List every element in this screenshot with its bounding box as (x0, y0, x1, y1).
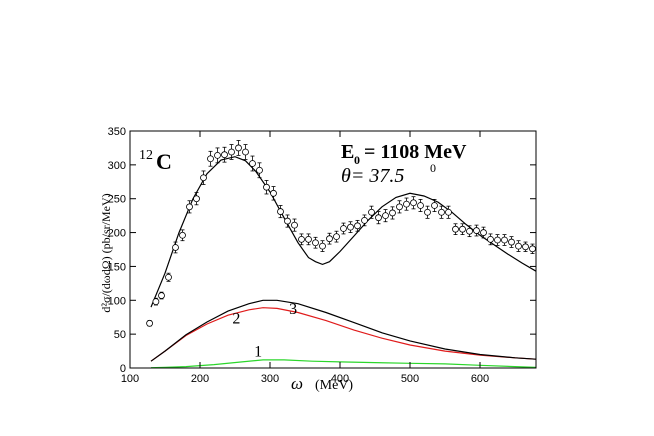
x-axis-title: ω (MeV) (291, 374, 353, 393)
series-line-3 (150, 299, 537, 362)
data-point (375, 211, 382, 225)
data-point (235, 140, 242, 156)
x-tick-label-500: 500 (401, 373, 419, 385)
data-point (529, 243, 536, 254)
data-point (277, 205, 284, 219)
data-point (368, 205, 375, 219)
data-point (501, 234, 508, 246)
data-point (152, 297, 160, 306)
data-point (179, 229, 186, 242)
y-tick-label-50: 50 (114, 329, 126, 341)
energy-subscript: 0 (354, 153, 360, 167)
data-point (382, 209, 389, 223)
data-point (270, 186, 277, 201)
y-tick-label-150: 150 (108, 261, 126, 273)
data-point (466, 225, 473, 238)
series-label-3: 3 (289, 301, 297, 318)
energy-value: = 1108 MeV (364, 141, 467, 163)
data-point (172, 241, 179, 254)
data-point (473, 224, 480, 237)
data-point (361, 214, 368, 227)
plot-frame (129, 130, 537, 369)
data-point (508, 236, 515, 248)
data-point (396, 200, 403, 214)
series-label-1: 1 (254, 343, 262, 360)
data-point (424, 205, 431, 219)
data-point (305, 233, 312, 246)
data-point (438, 205, 445, 219)
data-point (354, 219, 361, 232)
data-point (403, 197, 410, 211)
data-point (515, 240, 522, 252)
data-point (165, 272, 172, 282)
series-line-total (150, 156, 537, 308)
data-point (249, 155, 256, 172)
plot-area (146, 140, 537, 369)
data-point (221, 146, 228, 163)
series-line-2 (150, 307, 537, 362)
y-tick-label-100: 100 (108, 295, 126, 307)
x-tick-label-400: 400 (331, 373, 349, 385)
y-tick-label-200: 200 (108, 228, 126, 240)
angle-value: θ= 37.5 (341, 165, 404, 187)
data-point (319, 240, 326, 252)
data-point (214, 147, 221, 164)
y-axis-label: d²σ/(dωdΩ) (pb/sr/MeV) (99, 193, 113, 312)
data-point (459, 223, 466, 236)
data-point (242, 144, 249, 160)
data-point (480, 226, 487, 239)
data-point (291, 218, 298, 232)
data-point (207, 150, 214, 167)
series-line-1 (150, 359, 537, 369)
nucleus-mass: 12 (139, 148, 153, 163)
data-point (347, 221, 354, 233)
x-axis-unit: (MeV) (315, 378, 353, 393)
angle-superscript: 0 (430, 161, 436, 175)
data-point (494, 234, 501, 246)
energy-symbol: E (341, 141, 354, 163)
series-labels: 12 3 (232, 301, 297, 361)
angle-label: θ= 37.5 0 (341, 161, 436, 187)
data-point (298, 233, 305, 246)
data-point (522, 241, 529, 252)
data-point (333, 230, 340, 243)
data-point (312, 236, 319, 249)
data-point (431, 198, 438, 212)
x-tick-label-100: 100 (121, 373, 139, 385)
y-tick-label-300: 300 (108, 160, 126, 172)
y-tick-label-350: 350 (108, 126, 126, 138)
data-point (445, 205, 452, 219)
x-tick-label-300: 300 (261, 373, 279, 385)
series-label-2: 2 (232, 310, 240, 327)
x-tick-label-600: 600 (471, 373, 489, 385)
data-point (200, 170, 207, 185)
data-point (158, 291, 165, 300)
data-point (410, 196, 417, 210)
x-tick-label-200: 200 (191, 373, 209, 385)
data-point (340, 222, 347, 235)
nucleus-label: 12 C (139, 148, 172, 174)
y-tick-label-0: 0 (120, 363, 126, 375)
data-point (326, 232, 333, 245)
data-point (256, 162, 263, 179)
data-point (186, 200, 193, 214)
data-point (417, 198, 424, 212)
data-point (389, 206, 396, 220)
x-axis-symbol: ω (291, 374, 303, 393)
data-point (228, 144, 235, 160)
data-point (193, 192, 200, 206)
data-point (263, 180, 270, 195)
data-point (452, 223, 459, 236)
data-point (487, 233, 494, 246)
data-point (146, 319, 154, 327)
data-point (284, 214, 291, 228)
y-tick-label-250: 250 (108, 194, 126, 206)
energy-label: E 0 = 1108 MeV (341, 141, 467, 167)
nucleus-symbol: C (156, 149, 172, 174)
